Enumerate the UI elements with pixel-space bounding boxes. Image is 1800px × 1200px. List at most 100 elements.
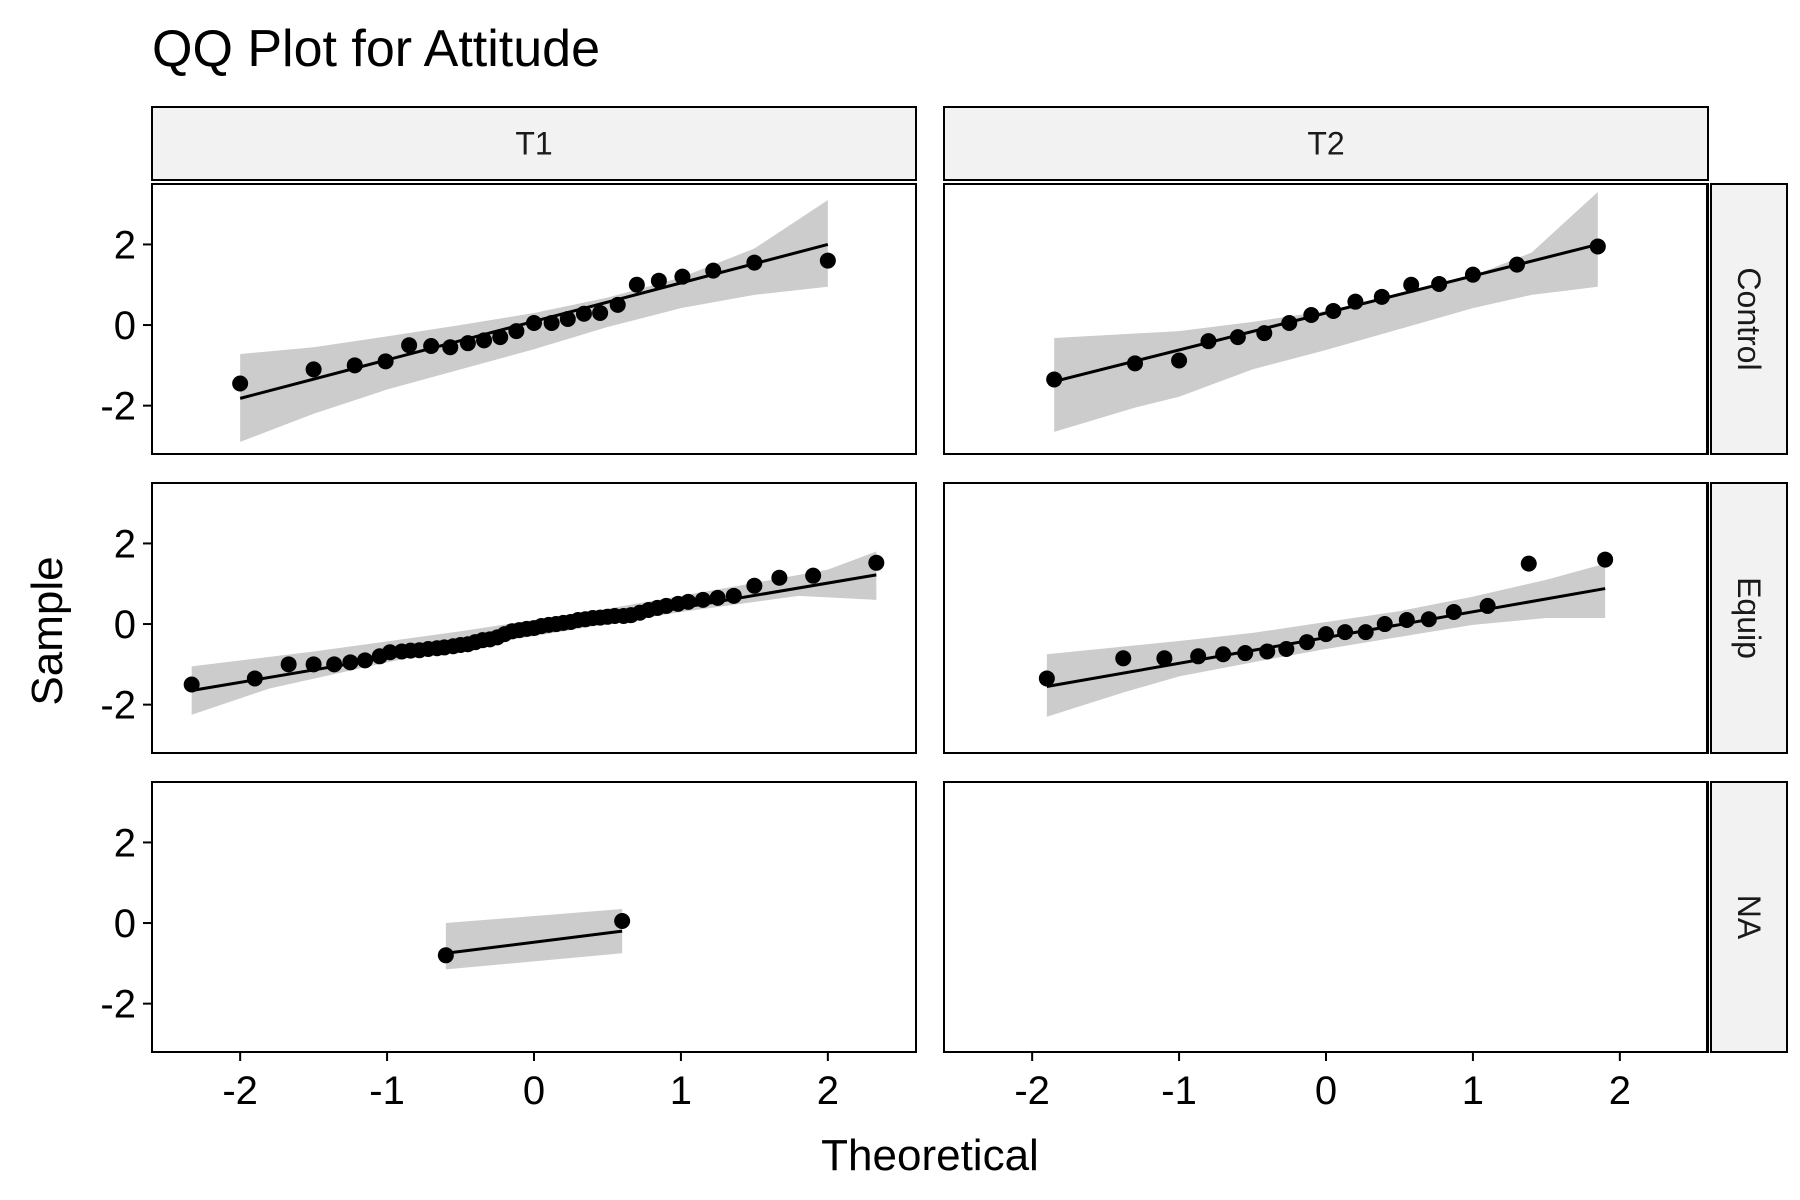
- qq-point: [1281, 315, 1298, 332]
- y-tick-label: -2: [100, 983, 136, 1027]
- panel-control-t1: [151, 183, 917, 455]
- panel-border: [151, 482, 917, 754]
- qq-point: [1420, 611, 1437, 628]
- qq-point: [377, 353, 394, 370]
- qq-point: [357, 652, 374, 669]
- qq-point: [246, 670, 263, 687]
- qq-point: [1190, 648, 1207, 665]
- qq-point: [709, 589, 726, 606]
- y-tick-label: -2: [100, 385, 136, 429]
- panel-border: [151, 781, 917, 1053]
- strip-t1: [151, 106, 917, 181]
- qq-point: [1215, 646, 1232, 663]
- y-tick-label: 0: [114, 304, 136, 348]
- strip-label-control: Control: [1731, 267, 1767, 370]
- x-tick-label: 2: [1609, 1069, 1631, 1113]
- qq-point: [1479, 597, 1496, 614]
- qq-point: [1171, 352, 1188, 369]
- x-axis-title: Theoretical: [821, 1131, 1039, 1180]
- panel-na-t2: [943, 781, 1709, 1053]
- qq-point: [680, 593, 697, 610]
- qq-point: [280, 656, 297, 673]
- qq-point: [805, 567, 822, 584]
- strip-label-na: NA: [1731, 895, 1767, 940]
- panel-control-t2: [943, 183, 1709, 455]
- qq-point: [1298, 634, 1315, 651]
- qq-point: [746, 254, 763, 271]
- qq-point: [771, 569, 788, 586]
- qq-point: [326, 656, 343, 673]
- y-tick-label: 2: [114, 223, 136, 267]
- qq-point: [674, 268, 691, 285]
- qq-point: [725, 587, 742, 604]
- qq-point: [868, 554, 885, 571]
- qq-point: [1597, 551, 1614, 568]
- qq-point: [1259, 643, 1276, 660]
- panel-border: [943, 183, 1709, 455]
- qq-point: [1589, 238, 1606, 255]
- qq-point: [1376, 616, 1393, 633]
- qq-reference-line: [445, 929, 623, 955]
- qq-point: [543, 315, 560, 332]
- x-tick-label: 0: [523, 1069, 545, 1113]
- qq-point: [401, 337, 418, 354]
- facet-panels: T1 T2 Control Equip NA -2 0 2 -2 0 2 -2 0 2 -2 -1 0 1 2 -2 -…: [100, 106, 1788, 1113]
- qq-point: [1325, 302, 1342, 319]
- qq-point: [342, 654, 359, 671]
- x-tick-label: -2: [1014, 1069, 1050, 1113]
- x-tick-label: 0: [1315, 1069, 1337, 1113]
- qq-point: [526, 315, 542, 332]
- qq-point: [1373, 288, 1390, 305]
- qq-point: [492, 329, 509, 346]
- qq-point: [1156, 650, 1173, 667]
- qq-point: [232, 375, 249, 392]
- qq-point: [1337, 624, 1354, 641]
- strip-t2: [943, 106, 1709, 181]
- qq-point: [1229, 329, 1246, 346]
- qq-point: [592, 304, 609, 321]
- qq-point: [442, 339, 459, 356]
- confidence-band: [445, 908, 623, 970]
- qq-point: [1347, 293, 1364, 310]
- qq-point: [1509, 256, 1525, 273]
- strip-equip: [1710, 482, 1788, 754]
- qq-point: [1318, 626, 1334, 643]
- qq-point: [508, 323, 525, 340]
- qq-point: [1038, 670, 1055, 687]
- qq-point: [1431, 275, 1448, 292]
- qq-point: [382, 644, 399, 661]
- qq-point: [575, 305, 592, 322]
- qq-point: [459, 335, 476, 352]
- qq-point: [1464, 266, 1481, 283]
- x-tick-label: 2: [817, 1069, 839, 1113]
- qq-point: [1237, 645, 1254, 662]
- strip-label-t1: T1: [515, 126, 552, 162]
- qq-point: [705, 262, 722, 279]
- qq-point: [658, 597, 675, 614]
- qq-point: [1357, 624, 1374, 641]
- qq-point: [694, 591, 711, 608]
- qq-point: [1127, 355, 1143, 372]
- panel-border: [943, 781, 1709, 1053]
- qq-point: [1520, 555, 1537, 572]
- strip-label-t2: T2: [1307, 126, 1344, 162]
- qq-point: [609, 296, 626, 313]
- y-tick-label: -2: [100, 684, 136, 728]
- qq-point: [423, 338, 440, 354]
- y-tick-label: 2: [114, 522, 136, 566]
- qq-point: [1256, 325, 1273, 342]
- chart-title: QQ Plot for Attitude: [152, 20, 600, 78]
- panel-equip-t1: [151, 482, 917, 754]
- qq-point: [628, 276, 645, 293]
- qq-point: [1398, 612, 1415, 629]
- qq-point: [305, 656, 322, 673]
- x-tick-label: 1: [1462, 1069, 1484, 1113]
- qq-point: [305, 361, 322, 378]
- qq-point: [650, 272, 667, 289]
- y-tick-label: 0: [114, 603, 136, 647]
- qq-point: [559, 311, 576, 327]
- y-tick-label: 0: [114, 902, 136, 946]
- strip-label-equip: Equip: [1731, 577, 1767, 659]
- qq-point: [1278, 641, 1295, 658]
- panel-border: [151, 183, 917, 455]
